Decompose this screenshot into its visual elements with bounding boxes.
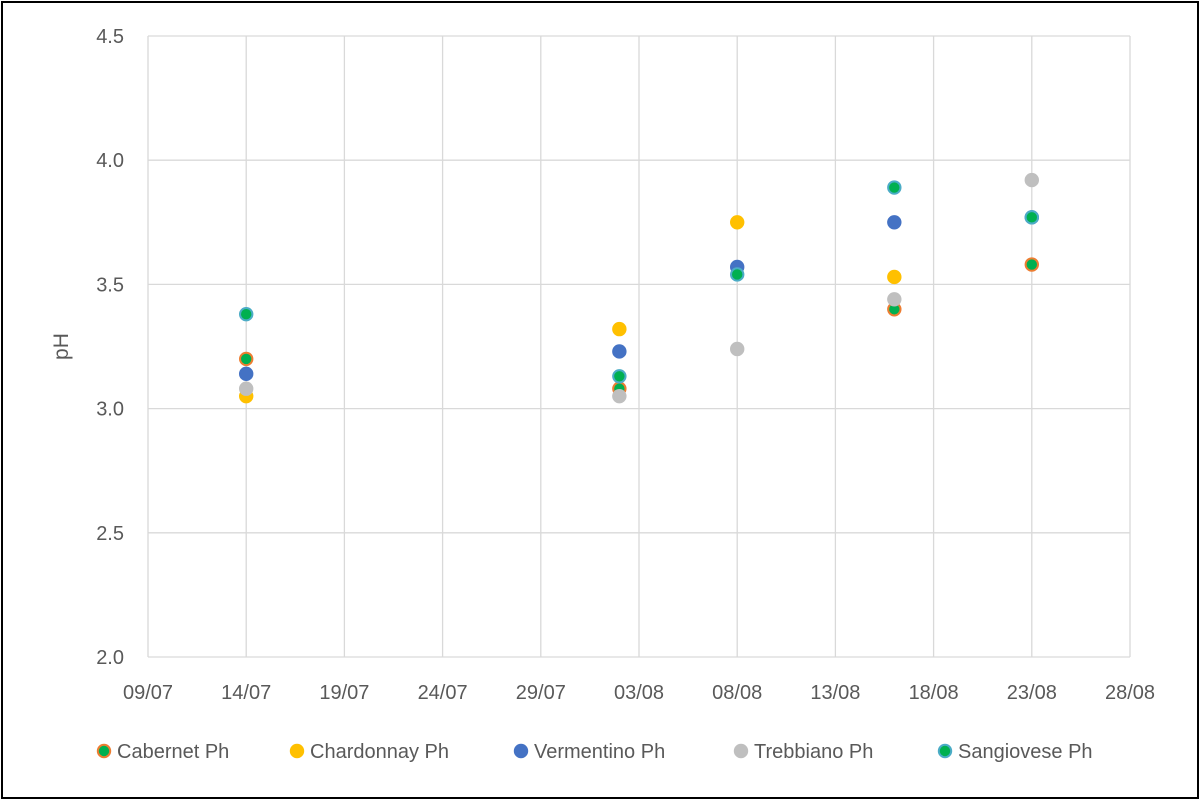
legend-marker [513,743,529,759]
x-tick-label: 19/07 [319,682,369,704]
data-point [239,307,254,322]
data-point [239,351,254,367]
data-point [887,215,902,230]
x-tick-label: 14/07 [221,682,271,704]
data-point [730,215,745,230]
x-tick-label: 24/07 [418,682,468,704]
x-tick-label: 23/08 [1007,682,1057,704]
y-axis-ticks: 2.0 2.5 3.0 3.5 4.0 4.5 [96,26,124,669]
x-tick-label: 18/08 [909,682,959,704]
legend-label: Sangiovese Ph [958,741,1093,763]
legend-marker [96,743,112,759]
legend-marker [289,743,305,759]
y-tick-label: 4.5 [96,26,124,48]
legend-label: Cabernet Ph [117,741,229,763]
x-tick-label: 09/07 [123,682,173,704]
data-point [730,267,745,282]
x-tick-label: 08/08 [712,682,762,704]
y-tick-label: 2.0 [96,647,124,669]
data-point [612,388,627,404]
data-point [1024,257,1040,272]
legend-item: Cabernet Ph [96,741,229,763]
y-axis-title: pH [50,333,73,360]
x-tick-label: 28/08 [1105,682,1155,704]
legend-item: Sangiovese Ph [937,741,1093,763]
data-point [612,344,627,359]
series-trebbiano-ph [239,172,1040,404]
x-tick-label: 29/07 [516,682,566,704]
x-tick-label: 13/08 [810,682,860,704]
legend-marker [733,743,749,759]
data-point [239,366,254,382]
data-points [239,172,1040,404]
series-chardonnay-ph [239,215,902,404]
data-point [1024,210,1040,225]
data-point [612,369,627,384]
x-axis-ticks: 09/07 14/07 19/07 24/07 29/07 03/08 08/08 13/08… [123,682,1155,704]
y-tick-label: 3.5 [96,274,124,296]
data-point [1024,172,1040,188]
y-tick-label: 3.0 [96,399,124,421]
data-point [887,180,902,195]
x-tick-label: 03/08 [614,682,664,704]
data-point [730,341,745,357]
data-point [887,269,902,285]
legend-label: Vermentino Ph [534,741,665,763]
legend-item: Vermentino Ph [513,741,665,763]
legend-item: Chardonnay Ph [289,741,449,763]
data-point [612,321,627,337]
gridlines [147,35,1131,658]
y-tick-label: 2.5 [96,523,124,545]
y-tick-label: 4.0 [96,150,124,172]
legend-label: Trebbiano Ph [754,741,873,763]
legend: Cabernet Ph Chardonnay Ph Vermentino Ph Tre… [96,741,1093,763]
series-cabernet-ph [239,257,1040,396]
data-point [887,292,902,307]
legend-item: Trebbiano Ph [733,741,873,763]
legend-label: Chardonnay Ph [310,741,449,763]
series-sangiovese-ph [239,180,1040,384]
data-point [239,381,254,396]
legend-marker [937,743,953,759]
